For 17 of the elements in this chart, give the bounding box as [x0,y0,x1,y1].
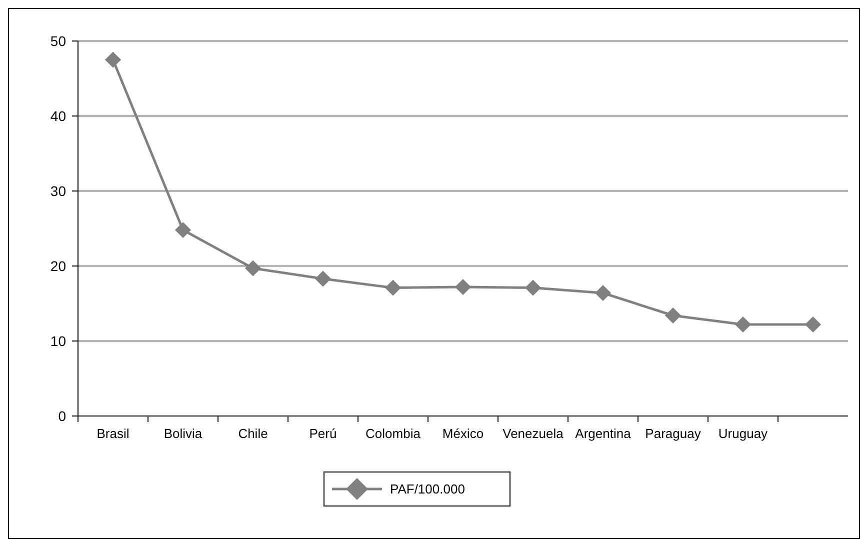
x-tick-label: Bolivia [164,426,203,441]
y-tick-label: 10 [50,332,66,349]
y-tick-label: 40 [50,108,66,124]
y-tick-label: 20 [50,258,66,274]
legend-label: PAF/100.000 [390,482,465,497]
x-tick-label: Brasil [96,426,130,441]
x-tick-label: México [442,426,484,441]
x-tick-label: Uruguay [718,426,768,441]
y-tick-label: 50 [50,32,66,49]
x-tick-label: Argentina [575,426,632,441]
x-tick-label: Paraguay [645,426,702,441]
x-tick-label: Colombia [366,426,422,441]
x-tick-label: Chile [238,426,268,441]
y-tick-label: 0 [58,408,66,424]
x-tick-label: Perú [309,426,337,441]
x-tick-label: Venezuela [502,426,564,441]
y-tick-label: 30 [50,182,66,199]
